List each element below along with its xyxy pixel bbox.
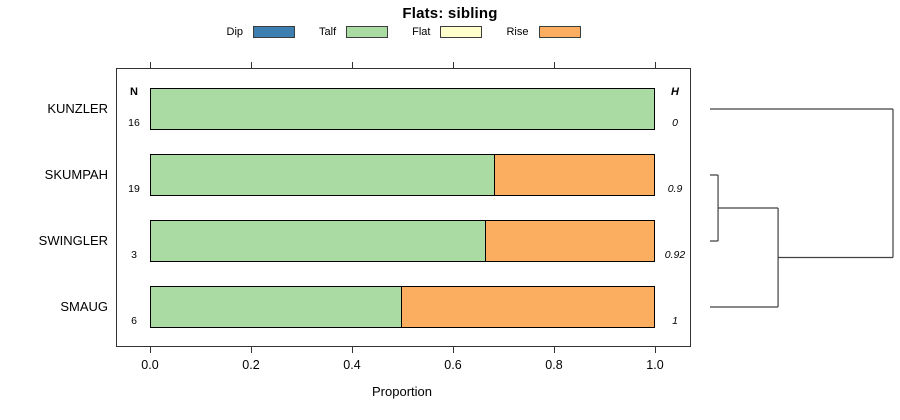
x-tick-label-0: 0.0 [141,358,159,372]
h-value-skumpah: 0.9 [667,183,683,195]
x-axis-title: Proportion [372,384,432,399]
x-tick-label-5: 1.0 [646,358,664,372]
x-tick-label-2: 0.4 [343,358,361,372]
legend-swatch-flat [440,26,483,38]
legend-label-flat: Flat [412,26,431,38]
bar-segment-talf-smaug [150,286,403,328]
x-tick-label-3: 0.6 [444,358,462,372]
h-column-header: H [671,86,679,98]
h-value-swingler: 0.92 [664,249,686,261]
x-tick-bottom-0 [149,347,151,353]
row-label-skumpah: SKUMPAH [44,167,108,182]
x-tick-top-1 [250,62,252,68]
bar-segment-rise-smaug [400,286,655,328]
legend-item-rise: Rise [506,26,581,38]
legend-label-talf: Talf [319,26,337,38]
x-tick-top-3 [452,62,454,68]
chart-title: Flats: sibling [402,5,498,22]
dendrogram-lines [710,108,894,308]
x-tick-label-1: 0.2 [242,358,260,372]
x-tick-top-0 [149,62,151,68]
n-value-skumpah: 19 [128,183,140,195]
x-tick-bottom-2 [351,347,353,353]
x-tick-bottom-4 [553,347,555,353]
h-value-kunzler: 0 [672,117,678,129]
bar-segment-talf-swingler [150,220,487,262]
x-tick-label-4: 0.8 [545,358,563,372]
x-tick-top-2 [351,62,353,68]
row-label-kunzler: KUNZLER [47,101,108,116]
n-value-smaug: 6 [131,315,137,327]
legend-item-dip: Dip [227,26,296,38]
legend: Dip Talf Flat Rise [116,24,691,40]
x-tick-top-4 [553,62,555,68]
n-value-kunzler: 16 [128,117,140,129]
legend-label-dip: Dip [226,26,244,38]
legend-item-talf: Talf [319,26,389,38]
x-tick-bottom-5 [654,347,656,353]
x-tick-bottom-3 [452,347,454,353]
row-label-swingler: SWINGLER [38,233,108,248]
plot-box [116,68,691,347]
legend-swatch-dip [253,26,296,38]
row-label-smaug: SMAUG [60,299,108,314]
legend-swatch-talf [346,26,389,38]
x-tick-bottom-1 [250,347,252,353]
legend-label-rise: Rise [506,26,529,38]
bar-segment-rise-swingler [485,220,655,262]
h-value-smaug: 1 [672,315,678,327]
bar-segment-rise-skumpah [493,154,655,196]
legend-item-flat: Flat [412,26,483,38]
x-tick-top-5 [654,62,656,68]
bar-segment-talf-kunzler [150,88,655,130]
n-column-header: N [130,86,138,98]
legend-swatch-rise [538,26,581,38]
bar-segment-talf-skumpah [150,154,496,196]
n-value-swingler: 3 [131,249,137,261]
